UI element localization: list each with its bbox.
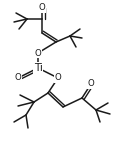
Text: O: O [15,73,21,82]
Text: Ti: Ti [34,63,42,73]
Text: O: O [88,79,94,89]
Text: O: O [35,49,41,57]
Text: O: O [55,73,61,82]
Text: O: O [39,3,45,13]
